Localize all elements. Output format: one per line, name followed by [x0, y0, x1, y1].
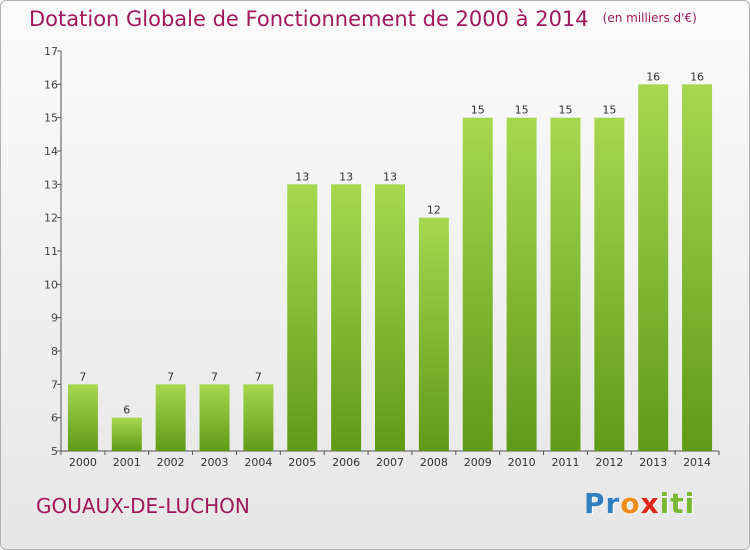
x-tick-label-2002: 2002 [157, 456, 185, 469]
x-tick-label-2014: 2014 [683, 456, 711, 469]
data-label-2011: 15 [558, 104, 572, 117]
x-tick-label-2003: 2003 [201, 456, 229, 469]
data-label-2009: 15 [471, 104, 485, 117]
y-tick-label: 11 [44, 245, 58, 258]
x-tick-label-2000: 2000 [69, 456, 97, 469]
logo-letter: P [584, 487, 606, 520]
data-label-2002: 7 [167, 370, 174, 383]
bar-2011 [550, 117, 581, 452]
data-labels-group: 7 6 7 7 7 13 13 13 12 15 15 15 15 16 16 [79, 70, 704, 416]
bar-2004 [243, 384, 274, 451]
bar-2006 [331, 184, 362, 452]
y-tick-label: 8 [51, 345, 58, 358]
x-tick-label-2001: 2001 [113, 456, 141, 469]
y-tick-label: 9 [51, 312, 58, 325]
x-tick-label-2009: 2009 [464, 456, 492, 469]
x-tick-label-2007: 2007 [376, 456, 404, 469]
y-tick-label: 6 [51, 412, 58, 425]
data-label-2012: 15 [602, 104, 616, 117]
bar-2003 [199, 384, 230, 451]
bar-2000 [67, 384, 98, 451]
y-axis: 5 6 7 8 9 10 11 12 13 14 15 16 17 [44, 45, 62, 458]
bar-2005 [287, 184, 318, 452]
y-tick-label: 15 [44, 112, 58, 125]
data-label-2001: 6 [123, 404, 130, 417]
data-label-2014: 16 [690, 70, 704, 83]
x-tick-label-2013: 2013 [639, 456, 667, 469]
x-tick-label-2005: 2005 [288, 456, 316, 469]
x-tick-label-2008: 2008 [420, 456, 448, 469]
y-tick-label: 7 [51, 378, 58, 391]
x-tick-label-2004: 2004 [244, 456, 272, 469]
logo-letter: x [640, 487, 660, 520]
data-label-2005: 13 [295, 170, 309, 183]
chart-title: Dotation Globale de Fonctionnement de 20… [29, 7, 697, 31]
y-tick-label: 13 [44, 178, 58, 191]
city-name: GOUAUX-DE-LUCHON [36, 494, 250, 518]
data-label-2003: 7 [211, 370, 218, 383]
data-label-2004: 7 [255, 370, 262, 383]
x-tick-label-2012: 2012 [595, 456, 623, 469]
data-label-2013: 16 [646, 70, 660, 83]
bar-2009 [462, 117, 493, 452]
data-label-2007: 13 [383, 170, 397, 183]
bar-2012 [594, 117, 625, 452]
bar-2002 [155, 384, 186, 451]
x-tick-label-2010: 2010 [508, 456, 536, 469]
data-label-2010: 15 [515, 104, 529, 117]
unit-note: (en milliers d'€) [602, 11, 697, 25]
y-tick-label: 14 [44, 145, 58, 158]
bar-2001 [111, 417, 142, 451]
data-label-2008: 12 [427, 204, 441, 217]
y-tick-label: 12 [44, 212, 58, 225]
chart-title-text: Dotation Globale de Fonctionnement de 20… [29, 7, 589, 31]
y-tick-label: 5 [51, 445, 58, 458]
y-tick-label: 17 [44, 45, 58, 58]
x-tick-label-2011: 2011 [551, 456, 579, 469]
logo-letter: i [684, 487, 696, 520]
bar-2014 [682, 84, 713, 451]
bar-2007 [375, 184, 405, 452]
bars-group [67, 84, 713, 452]
y-tick-label: 16 [44, 78, 58, 91]
bar-2010 [506, 117, 537, 452]
data-label-2006: 13 [339, 170, 353, 183]
x-axis: 2000 2001 2002 2003 2004 2005 2006 2007 2008 2009… [60, 450, 720, 469]
bar-2008 [418, 217, 449, 451]
proxiti-logo[interactable]: Proxiti [584, 487, 695, 520]
logo-letter: o [620, 487, 641, 520]
y-tick-label: 10 [44, 278, 58, 291]
logo-letter: r [605, 487, 621, 520]
logo-letter: t [670, 487, 685, 520]
bar-2013 [638, 84, 669, 451]
logo-letter: i [659, 487, 671, 520]
x-tick-label-2006: 2006 [332, 456, 360, 469]
data-label-2000: 7 [79, 370, 86, 383]
